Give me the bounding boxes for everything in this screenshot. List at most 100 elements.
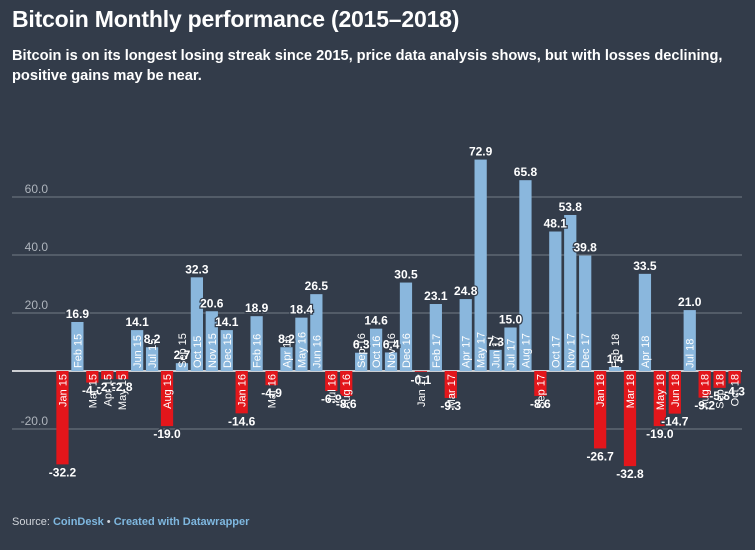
value-label: 18.9 [245, 301, 269, 315]
category-label-group: Apr 18 [640, 336, 652, 368]
category-label-group: Feb 15 [72, 334, 84, 368]
y-axis-ticks: -20.0 20.0 40.0 60.0 [21, 182, 49, 428]
bar [623, 371, 637, 467]
bar [414, 371, 428, 372]
value-label: 1.4 [607, 352, 624, 366]
value-label: 8.2 [278, 332, 295, 346]
category-label: Jan 17 [416, 374, 428, 407]
category-label: Oct 16 [371, 336, 383, 368]
category-label: Mar 15 [87, 374, 99, 408]
value-label: -32.8 [616, 467, 644, 481]
category-label: Nov 17 [565, 333, 577, 368]
category-label: Jan 15 [57, 374, 69, 407]
category-label: Apr 15 [102, 374, 114, 406]
category-label: May 16 [296, 332, 308, 368]
footer-separator: • [106, 516, 111, 528]
category-label: Feb 15 [72, 334, 84, 368]
category-label-group: Oct 18 [730, 374, 742, 406]
category-label-group: Jul 15 [147, 339, 159, 368]
category-label-group: Feb 16 [252, 334, 264, 368]
category-label: Sep 15 [177, 333, 189, 368]
category-label: Sep 18 [715, 374, 727, 409]
value-label: -9.3 [440, 399, 461, 413]
bar [653, 371, 666, 427]
footer: Source: CoinDesk • Created with Datawrap… [12, 516, 249, 528]
value-label: -4.9 [261, 386, 282, 400]
source-link[interactable]: CoinDesk [52, 516, 104, 528]
value-label: 15.0 [499, 313, 523, 327]
category-label-group: Jun 15 [132, 335, 144, 368]
bar [713, 371, 726, 388]
value-label: 32.3 [185, 262, 209, 276]
category-label: Mar 18 [625, 374, 637, 408]
bar [504, 327, 517, 371]
category-label-group: Nov 15 [207, 333, 219, 368]
category-label-group: Apr 15 [102, 374, 114, 406]
value-label: -6.9 [321, 392, 342, 406]
category-label: Apr 17 [461, 336, 473, 368]
category-label: Nov 16 [386, 333, 398, 368]
bar [564, 214, 577, 371]
category-label-group: Jan 15 [57, 374, 69, 407]
category-label: Jan 18 [595, 374, 607, 407]
category-label: May 18 [655, 374, 667, 410]
category-label-group: Sep 18 [715, 374, 727, 409]
y-tick-label: 20.0 [25, 298, 49, 312]
category-label-group: Jun 17 [491, 335, 503, 368]
category-label: Dec 17 [580, 333, 592, 368]
category-label-group: Oct 17 [550, 336, 562, 368]
value-label: -2.8 [112, 380, 133, 394]
source-label: Source: [12, 516, 50, 528]
value-label: 26.5 [305, 279, 329, 293]
category-label-group: Aug 17 [520, 333, 532, 368]
bar [593, 371, 607, 449]
bar [489, 349, 502, 371]
category-label: Jul 18 [685, 339, 697, 368]
value-label: -19.0 [153, 427, 181, 441]
bar [399, 282, 413, 371]
category-label-group: Jan 16 [237, 374, 249, 407]
value-label: 16.9 [66, 307, 90, 321]
value-label: 8.2 [144, 332, 161, 346]
category-label-group: Feb 18 [610, 334, 622, 368]
category-label-group: May 15 [117, 374, 129, 410]
category-label: Mar 17 [446, 374, 458, 408]
category-label: Sep 17 [535, 374, 547, 409]
category-label: Sep 16 [356, 333, 368, 368]
value-labels: -32.216.9-4.0-2.8-2.814.18.2-19.02.732.3… [48, 143, 747, 482]
category-label-group: Oct 16 [371, 336, 383, 368]
category-label: May 15 [117, 374, 129, 410]
category-label-group: May 16 [296, 332, 308, 368]
category-label: Dec 15 [222, 333, 234, 368]
bar [190, 277, 204, 371]
category-label-group: Jan 18 [595, 374, 607, 407]
value-label: 14.6 [364, 314, 388, 328]
category-label: Feb 16 [252, 334, 264, 368]
category-label-group: May 18 [655, 374, 667, 410]
category-label-group: Mar 15 [87, 374, 99, 408]
bar [265, 371, 278, 386]
y-tick-label: -20.0 [21, 414, 49, 428]
value-label: 48.1 [544, 217, 568, 231]
category-label: Mar 16 [267, 374, 279, 408]
category-label: Jul 16 [326, 374, 338, 403]
bar [429, 304, 442, 371]
category-label: Feb 18 [610, 334, 622, 368]
value-label: -32.2 [49, 465, 77, 479]
category-label: Jul 15 [147, 339, 159, 368]
bar [101, 371, 114, 380]
value-label: -0.1 [411, 373, 432, 387]
category-label-group: Oct 15 [192, 336, 204, 368]
category-label-group: Mar 18 [625, 374, 637, 408]
value-label: 7.3 [487, 335, 504, 349]
y-tick-label: 40.0 [25, 240, 49, 254]
value-label: -19.0 [646, 427, 674, 441]
category-label: Jun 16 [311, 335, 323, 368]
bar [235, 371, 248, 414]
bar [698, 371, 711, 398]
bar [369, 328, 383, 371]
datawrapper-credit-link[interactable]: Created with Datawrapper [113, 516, 250, 528]
category-label-group: Feb 17 [431, 334, 443, 368]
